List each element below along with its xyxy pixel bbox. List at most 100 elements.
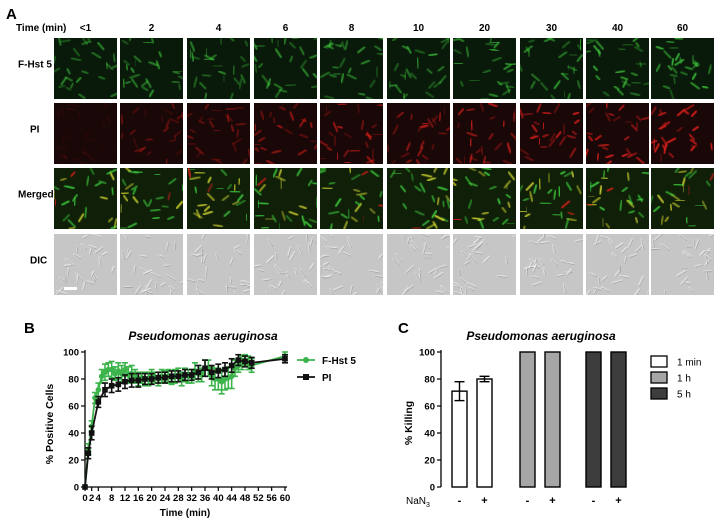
bacterium [164, 108, 174, 116]
bacterium [129, 129, 137, 136]
bacterium [624, 120, 633, 124]
bacterium [606, 187, 614, 192]
bacterium-shadow [157, 255, 164, 258]
x-tick-label: 44 [226, 493, 237, 504]
bacterium [145, 78, 152, 89]
bacterium [93, 234, 102, 239]
bacterium [655, 63, 661, 72]
y-tick-label: 20 [68, 456, 79, 467]
bacterium [629, 92, 641, 97]
bacterium [277, 168, 283, 178]
bacterium [373, 274, 383, 278]
bacterium [80, 150, 92, 158]
bacterium [107, 217, 114, 223]
bacterium [690, 144, 699, 148]
bacterium [340, 73, 345, 84]
bacterium [254, 63, 258, 73]
bacterium-shadow [300, 269, 307, 278]
bacterium [683, 110, 690, 115]
bacterium [693, 60, 701, 67]
bacterium [292, 103, 300, 109]
bacterium [601, 275, 608, 282]
data-point [242, 358, 248, 365]
bacterium [371, 123, 378, 129]
bacterium [601, 146, 609, 151]
bacterium [89, 168, 95, 176]
bacterium [193, 76, 198, 88]
bacterium [415, 159, 421, 164]
bacterium [705, 180, 711, 187]
bar [476, 378, 493, 488]
bacterium [66, 267, 70, 276]
bacterium [525, 182, 535, 191]
bacterium [130, 67, 135, 74]
bacterium [320, 71, 331, 78]
bacterium [180, 112, 183, 120]
bacterium [254, 174, 258, 187]
bacterium [369, 79, 376, 88]
bacterium-shadow [465, 286, 467, 295]
bacterium [305, 234, 309, 241]
bacterium-shadow [594, 241, 602, 246]
bacterium [510, 132, 516, 141]
bacterium [312, 72, 317, 79]
bacterium [482, 255, 491, 264]
micrograph-cell [320, 103, 383, 164]
bacterium [594, 134, 602, 141]
bacterium [708, 234, 714, 237]
bacterium [334, 197, 342, 208]
bacterium [438, 74, 447, 84]
bacterium [189, 128, 196, 134]
time-label: 30 [546, 23, 558, 34]
bacterium-shadow [275, 265, 281, 273]
nan3-base: NaN [406, 496, 426, 507]
bacterium [122, 78, 126, 88]
bacterium [672, 76, 677, 85]
bacterium [340, 213, 349, 219]
bacterium [280, 289, 286, 295]
bacterium [276, 124, 284, 129]
chart-c-ylabel: % Killing [403, 401, 415, 445]
bacterium [396, 111, 405, 119]
bacterium [333, 285, 344, 291]
data-point [195, 369, 202, 376]
data-point [182, 372, 188, 378]
bacterium [405, 264, 415, 274]
bacterium-shadow [84, 281, 95, 285]
bacterium [595, 234, 600, 244]
bacterium [445, 195, 450, 203]
bacterium-shadow [410, 234, 415, 239]
condition-label: - [526, 495, 530, 507]
bacterium [456, 122, 461, 130]
bacterium [348, 149, 361, 153]
bacterium [662, 84, 671, 90]
bacterium [506, 142, 512, 154]
bacterium [613, 85, 620, 91]
bacterium [82, 131, 91, 140]
bacterium [289, 55, 294, 63]
bacterium-shadow [171, 290, 173, 295]
bacterium [453, 284, 461, 288]
bacterium [464, 284, 467, 295]
bacterium [404, 168, 411, 173]
bacterium [632, 38, 639, 43]
bacterium [61, 134, 71, 139]
bacterium [445, 126, 450, 132]
bacterium [134, 285, 142, 295]
bacterium [187, 134, 194, 140]
bacterium [328, 210, 340, 215]
bacterium [194, 186, 198, 194]
bacterium [143, 109, 148, 117]
bar [585, 351, 602, 488]
bacterium [357, 92, 366, 96]
bacterium [171, 103, 176, 110]
chart-b-ylabel: % Positive Cells [44, 384, 56, 465]
bacterium-shadow [197, 279, 205, 283]
bacterium [187, 112, 193, 117]
bacterium [366, 155, 375, 164]
bacterium [597, 276, 601, 285]
bacterium [485, 42, 497, 47]
bacterium-shadow [467, 283, 477, 288]
bacterium [569, 147, 577, 158]
bacterium [453, 48, 462, 55]
